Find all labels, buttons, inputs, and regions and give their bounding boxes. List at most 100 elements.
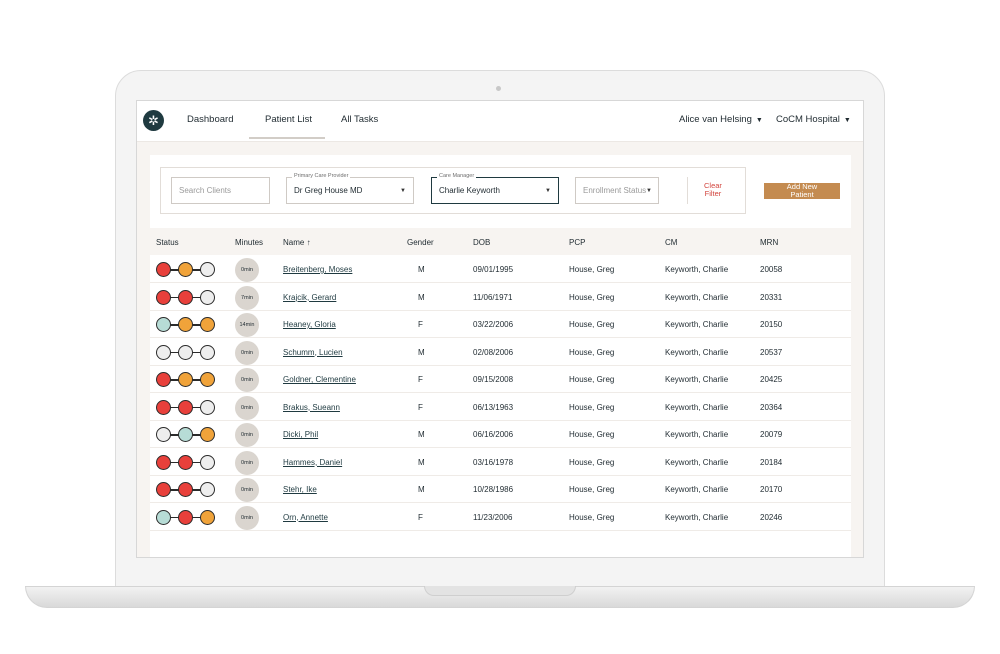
divider xyxy=(687,177,688,204)
patient-name-link[interactable]: Breitenberg, Moses xyxy=(283,265,353,274)
table-header: Status Minutes Name ↑ Gender DOB PCP CM … xyxy=(150,228,851,255)
header-status[interactable]: Status xyxy=(156,238,179,247)
status-dot xyxy=(200,289,215,305)
patient-name-link[interactable]: Brakus, Sueann xyxy=(283,402,340,412)
status-dot xyxy=(178,289,193,305)
patient-name-link[interactable]: Goldner, Clementine xyxy=(283,375,356,384)
minutes-badge: 0min xyxy=(235,450,259,475)
gender-cell: F xyxy=(418,375,423,384)
cm-cell: Keyworth, Charlie xyxy=(665,292,729,302)
org-menu[interactable]: CoCM Hospital ▼ xyxy=(776,114,851,125)
status-dot xyxy=(178,399,193,415)
logo-icon[interactable]: ✲ xyxy=(143,110,164,131)
pcp-cell: House, Greg xyxy=(569,265,615,274)
cm-cell: Keyworth, Charlie xyxy=(665,485,729,494)
table-row[interactable]: 0min Hammes, Daniel M 03/16/1978 House, Greg… xyxy=(150,449,851,476)
gender-cell: F xyxy=(418,402,423,412)
nav-patient-list[interactable]: Patient List xyxy=(265,114,312,125)
minutes-badge: 0min xyxy=(235,423,259,447)
header-pcp[interactable]: PCP xyxy=(569,238,586,247)
pcp-select[interactable]: Primary Care Provider Dr Greg House MD ▼ xyxy=(286,173,414,204)
header-name-label: Name xyxy=(283,238,305,247)
caret-down-icon: ▼ xyxy=(646,188,652,194)
clear-filter-button[interactable]: Clear Filter xyxy=(704,182,722,198)
pcp-value: Dr Greg House MD xyxy=(294,186,363,195)
gender-cell: M xyxy=(418,430,425,439)
header-name[interactable]: Name ↑ xyxy=(283,238,311,247)
status-dot xyxy=(200,399,215,415)
patient-name-link[interactable]: Heaney, Gloria xyxy=(283,320,336,329)
patient-panel: Search Clients Primary Care Provider Dr … xyxy=(150,155,851,557)
mrn-cell: 20537 xyxy=(760,347,783,357)
minutes-badge: 14min xyxy=(235,313,259,337)
status-dot xyxy=(200,372,215,387)
pcp-cell: House, Greg xyxy=(569,402,615,412)
status-dot xyxy=(200,482,215,497)
status-dot xyxy=(200,454,215,470)
status-dot xyxy=(178,427,193,442)
mrn-cell: 20364 xyxy=(760,402,783,412)
cm-cell: Keyworth, Charlie xyxy=(665,512,729,522)
status-indicator xyxy=(156,262,216,278)
gender-cell: M xyxy=(418,347,425,357)
header-mrn[interactable]: MRN xyxy=(760,238,779,247)
table-row[interactable]: 0min Brakus, Sueann F 06/13/1963 House, Greg… xyxy=(150,394,851,421)
status-dot xyxy=(200,427,215,442)
table-row[interactable]: 0min Goldner, Clementine F 09/15/2008 House,… xyxy=(150,366,851,393)
patient-name-link[interactable]: Krajcik, Gerard xyxy=(283,292,337,302)
add-new-patient-button[interactable]: Add New Patient xyxy=(764,183,840,199)
table-row[interactable]: 0min Stehr, Ike M 10/28/1986 House, Greg Keyw… xyxy=(150,476,851,503)
pcp-cell: House, Greg xyxy=(569,430,615,439)
dob-cell: 06/16/2006 xyxy=(473,430,514,439)
pcp-label: Primary Care Provider xyxy=(292,173,351,179)
table-row[interactable]: 0min Orn, Annette F 11/23/2006 House, Greg Ke… xyxy=(150,504,851,531)
dob-cell: 09/15/2008 xyxy=(473,375,514,384)
mrn-cell: 20079 xyxy=(760,430,783,439)
status-dot xyxy=(156,289,171,305)
nav-all-tasks[interactable]: All Tasks xyxy=(341,114,379,125)
user-name: Alice van Helsing xyxy=(679,114,752,125)
gender-cell: M xyxy=(418,457,425,467)
mrn-cell: 20331 xyxy=(760,292,783,302)
status-dot xyxy=(156,454,171,470)
dob-cell: 11/23/2006 xyxy=(473,512,513,522)
cm-cell: Keyworth, Charlie xyxy=(665,402,729,412)
pcp-cell: House, Greg xyxy=(569,485,615,494)
table-row[interactable]: 14min Heaney, Gloria F 03/22/2006 House, Gre… xyxy=(150,311,851,338)
filter-bar: Search Clients Primary Care Provider Dr … xyxy=(160,167,746,214)
status-indicator xyxy=(156,289,216,306)
sort-up-icon: ↑ xyxy=(306,238,311,247)
gender-cell: M xyxy=(418,292,425,302)
camera-icon xyxy=(496,86,501,91)
status-dot xyxy=(178,317,193,332)
header-dob[interactable]: DOB xyxy=(473,238,491,247)
nav-dashboard[interactable]: Dashboard xyxy=(187,114,234,125)
caret-down-icon: ▼ xyxy=(545,188,551,194)
cm-cell: Keyworth, Charlie xyxy=(665,320,729,329)
table-row[interactable]: 0min Dicki, Phil M 06/16/2006 House, Greg Key… xyxy=(150,421,851,448)
table-row[interactable]: 7min Krajcik, Gerard M 11/06/1971 House, Gre… xyxy=(150,284,851,311)
status-indicator xyxy=(156,399,216,416)
header-gender[interactable]: Gender xyxy=(407,238,434,247)
patient-name-link[interactable]: Orn, Annette xyxy=(283,512,328,522)
patient-name-link[interactable]: Stehr, Ike xyxy=(283,485,317,494)
search-input[interactable]: Search Clients xyxy=(171,177,270,204)
status-indicator xyxy=(156,454,216,471)
header-cm[interactable]: CM xyxy=(665,238,678,247)
patient-name-link[interactable]: Hammes, Daniel xyxy=(283,457,343,467)
table-row[interactable]: 0min Breitenberg, Moses M 09/01/1995 House, … xyxy=(150,256,851,283)
minutes-badge: 0min xyxy=(235,258,259,282)
status-dot xyxy=(156,399,171,415)
mrn-cell: 20170 xyxy=(760,485,783,494)
minutes-badge: 0min xyxy=(235,505,259,530)
laptop-notch xyxy=(424,586,576,596)
cm-cell: Keyworth, Charlie xyxy=(665,430,729,439)
enrollment-status-select[interactable]: Enrollment Status ▼ xyxy=(575,177,659,204)
patient-name-link[interactable]: Dicki, Phil xyxy=(283,430,319,439)
care-manager-select[interactable]: Care Manager Charlie Keyworth ▼ xyxy=(431,173,559,204)
table-row[interactable]: 0min Schumm, Lucien M 02/08/2006 House, Greg… xyxy=(150,339,851,366)
patient-name-link[interactable]: Schumm, Lucien xyxy=(283,347,343,357)
mrn-cell: 20425 xyxy=(760,375,783,384)
user-menu[interactable]: Alice van Helsing ▼ xyxy=(679,114,763,125)
header-minutes[interactable]: Minutes xyxy=(235,238,264,247)
